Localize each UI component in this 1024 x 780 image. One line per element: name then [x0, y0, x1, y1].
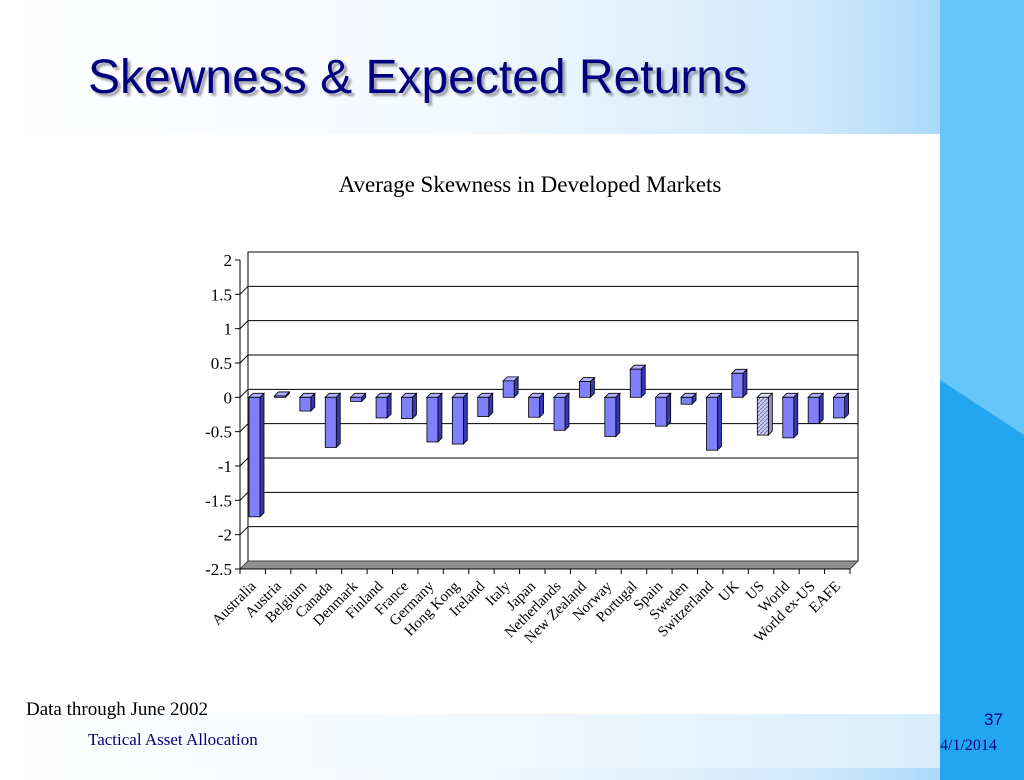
grid-diag-5 [239, 423, 249, 433]
bar-front [629, 368, 642, 398]
y-tick-label-5: -0.5 [205, 423, 232, 442]
bar-eafe [832, 392, 850, 419]
bar-front [451, 396, 464, 445]
bar-front [299, 396, 312, 412]
bar-front [782, 396, 795, 439]
bar-front [375, 396, 388, 419]
slide-title: Skewness & Expected Returns [88, 51, 747, 104]
bar-belgium [298, 392, 316, 413]
y-tick-label-1: 1.5 [211, 285, 232, 304]
y-tick-label-3: 0.5 [211, 354, 232, 373]
y-tick-labels: 2 1.5 1 0.5 0 -0.5 -1 -1.5 -2 -2.5 [205, 251, 232, 579]
bar-front [502, 380, 515, 398]
plot-floor [238, 560, 860, 570]
chart-title: Average Skewness in Developed Markets [339, 172, 722, 197]
bar-front [579, 381, 591, 398]
bar-japan [527, 392, 545, 419]
y-tick-label-0: 2 [224, 251, 233, 270]
bar-uk [730, 368, 748, 399]
bar-side [462, 392, 468, 445]
slide-number: 37 [984, 710, 1003, 729]
bottom-band [0, 714, 940, 768]
bar-front [324, 396, 337, 448]
bar-side [793, 392, 799, 439]
skewness-chart: Average Skewness in Developed Markets 2 1… [205, 172, 860, 647]
bar-world-ex-us [807, 392, 825, 425]
bar-front [756, 396, 769, 436]
slide-date: 4/1/2014 [940, 737, 997, 754]
bar-world [781, 392, 799, 439]
bar-sweden [680, 392, 698, 406]
bar-us [756, 392, 774, 437]
bar-side [615, 392, 621, 438]
bar-front [350, 396, 363, 402]
bar-spain [654, 392, 672, 428]
bar-front [680, 396, 693, 405]
right-decor-triangle [940, 380, 1024, 780]
y-tick-label-4: 0 [224, 388, 233, 407]
bar-norway [603, 392, 621, 438]
bar-front [248, 396, 261, 518]
bar-australia [248, 392, 265, 518]
bar-front [807, 396, 820, 424]
bar-front [274, 395, 286, 398]
bar-side [640, 364, 646, 399]
data-note: Data through June 2002 [26, 699, 209, 720]
bar-front [706, 396, 718, 451]
x-tick-labels: AustraliaAustriaBelgiumCanadaDenmarkFinl… [209, 578, 844, 647]
grid-lines [239, 285, 858, 536]
grid-diag-2 [239, 320, 249, 330]
bar-denmark [349, 392, 367, 403]
bar-front [833, 396, 845, 419]
bar-france [400, 392, 418, 420]
axes [235, 259, 851, 574]
bar-front [655, 396, 668, 427]
bar-hong-kong [451, 392, 469, 445]
bar-side [335, 392, 341, 449]
bar-side [742, 368, 748, 399]
y-tick-label-9: -2.5 [205, 560, 232, 579]
bar-side [564, 392, 570, 432]
bar-front [528, 396, 540, 418]
bar-ireland [476, 392, 494, 418]
bar-side [767, 392, 773, 437]
grid-diag-1 [239, 285, 249, 295]
bar-front [426, 396, 439, 443]
bar-portugal [629, 364, 647, 399]
bar-side [818, 392, 824, 425]
bar-italy [502, 375, 520, 399]
grid-diag-6 [239, 457, 249, 467]
bar-side [666, 392, 672, 428]
bar-austria [273, 390, 291, 399]
plot-background [247, 251, 859, 562]
bar-front [731, 372, 744, 398]
bar-side [259, 392, 265, 518]
y-tick-label-8: -2 [218, 526, 232, 545]
bar-germany [425, 392, 443, 443]
grid-diag-7 [239, 491, 249, 501]
bar-new-zealand [578, 376, 596, 399]
grid-diag-3 [239, 354, 249, 364]
y-tick-label-6: -1 [218, 457, 232, 476]
bar-canada [324, 392, 342, 449]
y-tick-label-7: -1.5 [205, 491, 232, 510]
footer-title: Tactical Asset Allocation [88, 730, 258, 749]
bar-side [717, 392, 722, 452]
bars [248, 364, 850, 518]
plot-floor-shape [238, 560, 860, 570]
bar-netherlands [553, 392, 570, 432]
grid-diag-4 [239, 388, 249, 398]
bar-front [553, 396, 566, 431]
bar-finland [375, 392, 393, 419]
plot-back-wall [247, 251, 859, 562]
y-tick-label-2: 1 [224, 320, 233, 339]
x-label-uk: UK [716, 578, 743, 605]
bar-side [437, 392, 443, 443]
bar-front [401, 396, 413, 420]
bar-switzerland [705, 392, 723, 452]
bar-front [477, 396, 490, 417]
grid-diag-8 [239, 526, 249, 536]
bar-front [604, 396, 617, 437]
